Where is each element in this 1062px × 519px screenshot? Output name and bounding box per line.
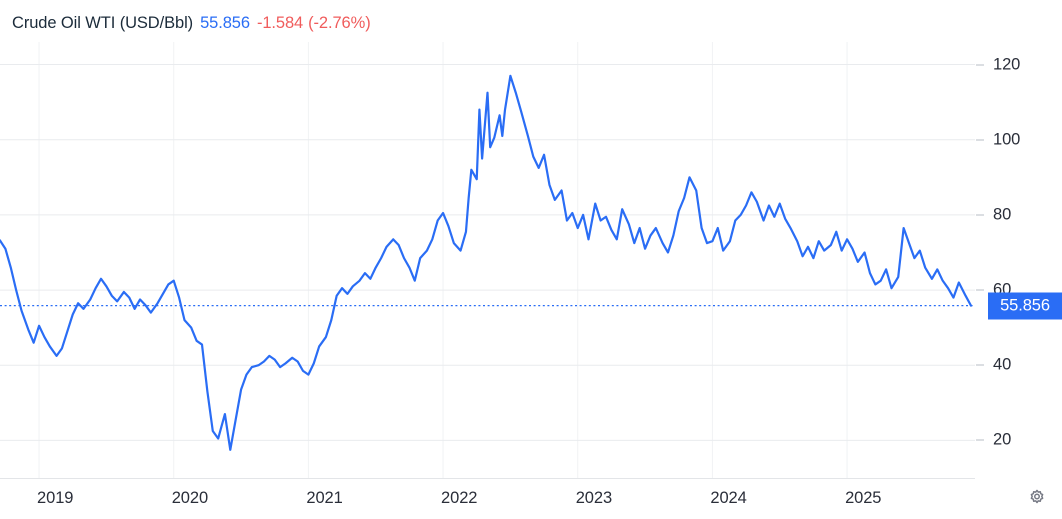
- gear-icon: [1030, 489, 1044, 504]
- settings-gear-button[interactable]: [1024, 485, 1050, 511]
- price-change-percent: (-2.76%): [308, 14, 371, 32]
- y-tick-label: 20: [993, 430, 1012, 449]
- x-tick-label: 2022: [441, 489, 478, 507]
- x-axis[interactable]: 2019202020212022202320242025202: [0, 478, 1062, 519]
- price-line-path: [0, 74, 973, 451]
- y-tick-mark: [976, 64, 984, 66]
- x-tick-label: 2020: [171, 489, 209, 507]
- price-change-value: -1.584: [256, 14, 304, 32]
- y-tick-label: 40: [993, 355, 1012, 374]
- y-tick-mark: [976, 214, 984, 216]
- y-tick-label: 120: [993, 55, 1021, 74]
- horizontal-gridlines: [0, 64, 975, 441]
- y-tick-mark: [976, 364, 984, 366]
- x-tick-label: 2019: [37, 489, 74, 507]
- x-tick-label: 2024: [710, 489, 747, 507]
- chart-legend: Crude Oil WTI (USD/Bbl) 55.856 -1.584 (-…: [12, 14, 371, 36]
- last-price-value: 55.856: [200, 14, 250, 32]
- x-axis-line: [0, 478, 975, 479]
- y-axis[interactable]: 20 40 60 80 100 120: [975, 42, 1062, 478]
- plot-area[interactable]: [0, 42, 975, 478]
- y-tick-mark: [976, 439, 984, 441]
- y-tick-mark: [976, 139, 984, 141]
- x-tick-label: 2023: [575, 489, 613, 507]
- price-line-chart[interactable]: [0, 42, 975, 478]
- y-tick-label: 100: [993, 130, 1021, 149]
- y-tick-mark: [976, 289, 984, 291]
- y-tick-label: 80: [993, 205, 1012, 224]
- x-tick-label: 2021: [306, 489, 343, 507]
- x-tick-label: 2025: [845, 489, 882, 507]
- vertical-gridlines: [38, 42, 848, 478]
- last-price-badge: 55.856: [988, 292, 1062, 320]
- symbol-label: Crude Oil WTI (USD/Bbl): [12, 14, 194, 32]
